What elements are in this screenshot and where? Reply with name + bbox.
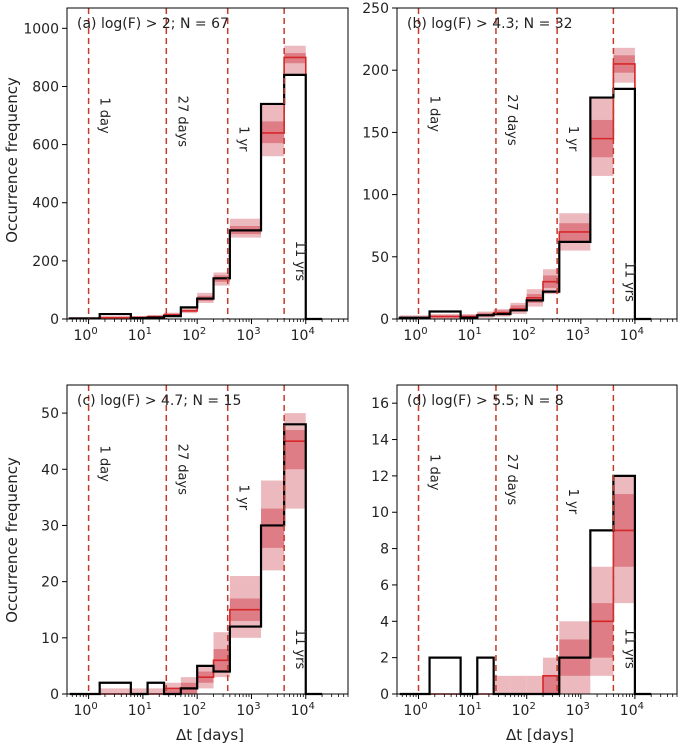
x-tick-label: 104 xyxy=(620,326,644,344)
vline-label: 11 yrs xyxy=(292,241,307,282)
y-tick-label: 200 xyxy=(32,254,59,270)
x-tick-label: 103 xyxy=(236,701,260,719)
plot-frame xyxy=(396,384,678,695)
plot-frame xyxy=(66,384,349,695)
panel-title: (c) log(F) > 4.7; N = 15 xyxy=(77,393,241,409)
y-tick-label: 16 xyxy=(371,396,389,412)
x-tick-label: 104 xyxy=(291,701,315,719)
x-tick-label: 101 xyxy=(458,326,482,344)
band-outer-bar xyxy=(493,675,511,694)
plot-frame xyxy=(396,7,678,320)
x-tick-label: 103 xyxy=(566,701,590,719)
y-tick-label: 50 xyxy=(371,250,389,266)
x-tick-label: 103 xyxy=(236,326,260,344)
y-tick-label: 0 xyxy=(50,312,59,328)
y-tick-label: 0 xyxy=(380,312,389,328)
x-tick-label: 104 xyxy=(620,701,644,719)
vline-label: 1 yr xyxy=(565,126,580,152)
x-tick-label: 101 xyxy=(128,326,152,344)
y-tick-label: 20 xyxy=(41,575,59,591)
band-inner-bar xyxy=(284,429,306,470)
y-tick-label: 1000 xyxy=(23,21,59,37)
band-outer-bar xyxy=(130,688,148,694)
x-tick-label: 104 xyxy=(291,326,315,344)
y-tick-label: 150 xyxy=(362,125,389,141)
x-tick-label: 100 xyxy=(403,326,427,344)
x-tick-label: 102 xyxy=(512,701,536,719)
y-tick-label: 0 xyxy=(380,687,389,703)
y-tick-label: 200 xyxy=(362,63,389,79)
x-tick-label: 101 xyxy=(458,701,482,719)
y-tick-label: 0 xyxy=(50,687,59,703)
x-tick-label: 103 xyxy=(566,326,590,344)
y-tick-label: 2 xyxy=(380,651,389,667)
y-tick-label: 800 xyxy=(32,79,59,95)
panel-d: 1 day 27 days 1 yr 11 yrs 0 2 4 6 8 10 12 14 16 100 10… xyxy=(371,384,678,719)
band-outer-bar xyxy=(147,688,165,694)
band-inner-bar xyxy=(590,603,614,658)
y-tick-label: 40 xyxy=(41,462,59,478)
y-tick-label: 10 xyxy=(371,505,389,521)
vline-label: 27 days xyxy=(504,94,519,146)
vline-label: 27 days xyxy=(174,444,189,496)
x-axis-label-right: Δt [days] xyxy=(506,726,574,744)
y-tick-label: 8 xyxy=(380,542,389,558)
x-axis-label-left: Δt [days] xyxy=(176,726,244,744)
y-tick-label: 14 xyxy=(371,433,389,449)
band-inner-bar xyxy=(164,688,181,694)
y-tick-label: 10 xyxy=(41,631,59,647)
plot-frame xyxy=(66,7,349,320)
band-outer-bar xyxy=(99,688,131,694)
band-inner-bar xyxy=(261,508,285,548)
y-tick-label: 30 xyxy=(41,518,59,534)
panel-a: 1 day 27 days 1 yr 11 yrs 0 200 400 600 800 1000 1… xyxy=(23,7,349,344)
band-inner-bar xyxy=(543,675,560,694)
x-tick-label: 102 xyxy=(182,701,206,719)
vline-label: 1 yr xyxy=(236,485,251,511)
y-tick-label: 600 xyxy=(32,138,59,154)
vline-label: 1 yr xyxy=(565,489,580,515)
vline-label: 11 yrs xyxy=(621,628,636,669)
x-tick-label: 100 xyxy=(74,326,98,344)
vline-label: 11 yrs xyxy=(621,261,636,302)
vline-label: 1 day xyxy=(427,454,442,491)
y-tick-label: 100 xyxy=(362,188,389,204)
y-tick-label: 6 xyxy=(380,578,389,594)
y-axis-label-bottom: Occurrence frequency xyxy=(3,457,21,623)
y-tick-label: 400 xyxy=(32,196,59,212)
y-tick-label: 4 xyxy=(380,614,389,630)
panel-b: 1 day 27 days 1 yr 11 yrs 0 50 100 150 200 250 100… xyxy=(362,1,678,344)
y-tick-label: 250 xyxy=(362,1,389,17)
x-tick-label: 102 xyxy=(512,326,536,344)
band-outer-bar xyxy=(510,675,527,694)
vline-label: 1 yr xyxy=(236,126,251,152)
x-tick-label: 101 xyxy=(128,701,152,719)
x-tick-label: 100 xyxy=(403,701,427,719)
vline-label: 27 days xyxy=(504,454,519,506)
vline-label: 11 yrs xyxy=(292,629,307,670)
vline-label: 27 days xyxy=(174,96,189,148)
x-tick-label: 100 xyxy=(74,701,98,719)
panel-c: 1 day 27 days 1 yr 11 yrs 0 10 20 30 40 50 100 101 1… xyxy=(41,384,349,719)
y-axis-label-top: Occurrence frequency xyxy=(3,77,21,243)
y-tick-label: 12 xyxy=(371,469,389,485)
panel-title: (d) log(F) > 5.5; N = 8 xyxy=(407,393,564,409)
band-outer-bar xyxy=(526,675,544,694)
observed-step xyxy=(398,87,652,321)
vline-label: 1 day xyxy=(97,97,112,134)
vline-label: 1 day xyxy=(427,96,442,133)
vline-label: 1 day xyxy=(97,445,112,482)
y-tick-label: 50 xyxy=(41,406,59,422)
panel-title: (b) log(F) > 4.3; N = 32 xyxy=(407,16,573,32)
panel-title: (a) log(F) > 2; N = 67 xyxy=(77,16,229,32)
x-tick-label: 102 xyxy=(182,326,206,344)
